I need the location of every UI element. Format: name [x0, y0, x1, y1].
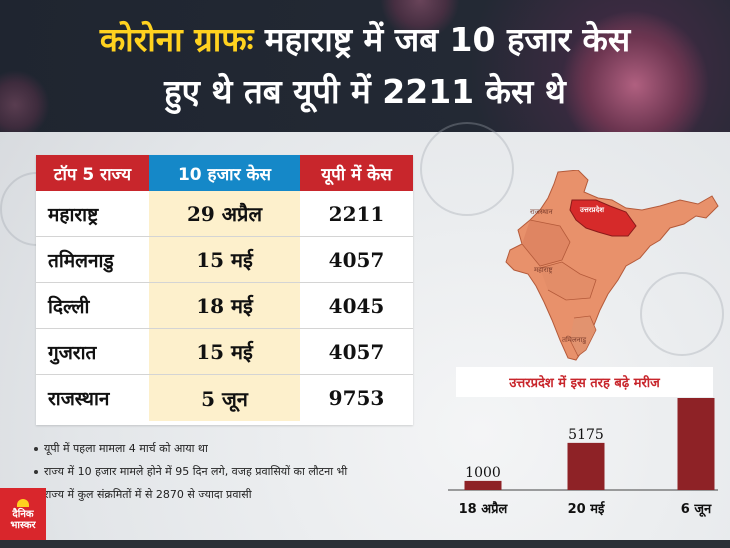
note-text: यूपी में पहला मामला 4 मार्च को आया था: [44, 442, 208, 455]
logo-line-1: दैनिक: [12, 509, 34, 520]
cell-state: तमिलनाडु: [48, 249, 114, 272]
cell-state: दिल्ली: [48, 295, 90, 318]
table-row: महाराष्ट्र 29 अप्रैल 2211: [36, 191, 413, 237]
tamilnadu-region: [569, 315, 597, 357]
sun-icon: [17, 499, 29, 507]
maharashtra-region: [539, 261, 597, 301]
cell-state: राजस्थान: [48, 388, 110, 410]
cell-up-cases: 2211: [328, 201, 385, 226]
dainik-bhaskar-logo: दैनिक भास्कर: [0, 488, 46, 542]
cell-date: 15 मई: [149, 237, 300, 282]
bullet-icon: [34, 470, 38, 474]
virus-outline: [640, 272, 724, 356]
title-rest: महाराष्ट्र में जब 10 हजार केस: [264, 20, 631, 59]
map-label-up: उत्तरप्रदेश: [579, 205, 605, 214]
category-label-2: 6 जून: [681, 502, 712, 517]
note-item: यूपी में पहला मामला 4 मार्च को आया था: [34, 437, 444, 460]
title-line-2: हुए थे तब यूपी में 2211 केस थे: [164, 72, 566, 111]
table-header: टॉप 5 राज्य 10 हजार केस यूपी में केस: [36, 155, 413, 191]
table-row: गुजरात 15 मई 4057: [36, 329, 413, 375]
cell-state: गुजरात: [48, 341, 97, 364]
virus-graphic: [560, 10, 710, 132]
title-accent: कोरोना ग्राफः: [99, 20, 254, 59]
table-row: तमिलनाडु 15 मई 4057: [36, 237, 413, 283]
header-10k-date: 10 हजार केस: [149, 155, 300, 191]
cell-date: 5 जून: [149, 375, 300, 421]
top-states-table: टॉप 5 राज्य 10 हजार केस यूपी में केस महा…: [36, 155, 413, 425]
cell-date: 15 मई: [149, 329, 300, 374]
bottom-strip: [0, 540, 730, 548]
value-label-1: 5175: [568, 427, 604, 443]
cell-date: 18 मई: [149, 283, 300, 328]
bar-1: [567, 442, 605, 490]
note-text: राज्य में 10 हजार मामले होने में 95 दिन …: [44, 465, 348, 478]
cell-state: महाराष्ट्र: [48, 203, 99, 226]
note-text: राज्य में कुल संक्रमितों में से 2870 से …: [44, 488, 252, 501]
header-banner: कोरोना ग्राफः महाराष्ट्र में जब 10 हजार …: [0, 0, 730, 132]
table-row: राजस्थान 5 जून 9753: [36, 375, 413, 421]
cell-up-cases: 9753: [328, 386, 385, 410]
rajasthan-region: [521, 219, 571, 267]
category-label-1: 20 मई: [568, 501, 606, 517]
bar-0: [464, 480, 502, 490]
cell-date: 29 अप्रैल: [149, 191, 300, 236]
india-outline: [505, 170, 719, 361]
header-up-cases: यूपी में केस: [300, 155, 413, 191]
virus-outline: [420, 122, 514, 216]
value-label-0: 1000: [465, 465, 501, 481]
category-label-0: 18 अप्रैल: [459, 501, 509, 517]
table-row: दिल्ली 18 मई 4045: [36, 283, 413, 329]
note-item: राज्य में कुल संक्रमितों में से 2870 से …: [34, 483, 444, 506]
bar-2: [677, 398, 715, 490]
note-item: राज्य में 10 हजार मामले होने में 95 दिन …: [34, 460, 444, 483]
map-label-rajasthan: राजस्थान: [530, 208, 553, 216]
cell-up-cases: 4045: [328, 293, 385, 318]
chart-title: उत्तरप्रदेश में इस तरह बढ़े मरीज: [456, 367, 713, 397]
bullet-icon: [34, 447, 38, 451]
cell-up-cases: 4057: [328, 339, 385, 364]
header-state: टॉप 5 राज्य: [36, 155, 149, 191]
uttar-pradesh-region: [569, 199, 637, 237]
india-map: राजस्थान उत्तरप्रदेश महाराष्ट्र तमिलनाडु: [505, 170, 719, 361]
map-label-maharashtra: महाराष्ट्र: [534, 266, 553, 274]
cell-up-cases: 4057: [328, 247, 385, 272]
logo-line-2: भास्कर: [10, 520, 36, 531]
notes-list: यूपी में पहला मामला 4 मार्च को आया था रा…: [34, 437, 444, 506]
title-line-1: कोरोना ग्राफः महाराष्ट्र में जब 10 हजार …: [0, 18, 730, 62]
map-label-tamilnadu: तमिलनाडु: [562, 335, 587, 344]
